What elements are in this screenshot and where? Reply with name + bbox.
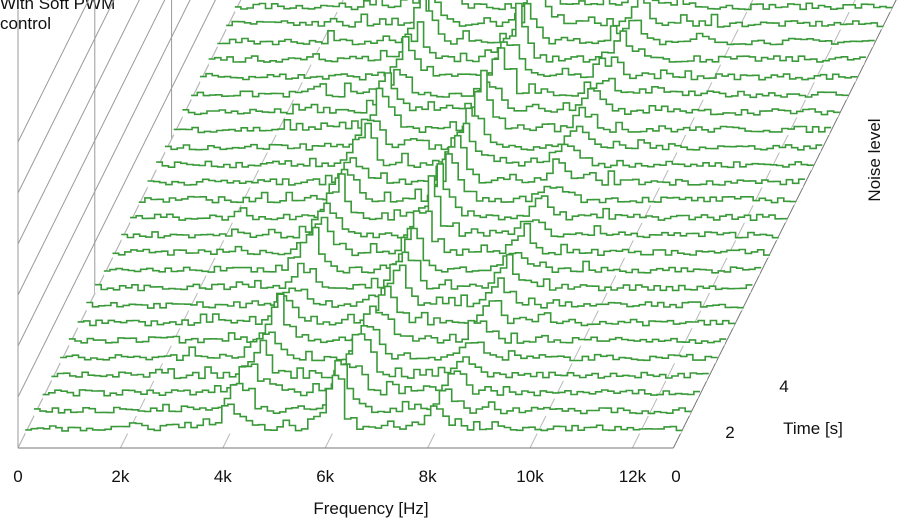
spectrum-slice-line xyxy=(164,107,823,151)
spectrum-slice-line xyxy=(77,285,735,327)
x-tick-label: 8k xyxy=(419,467,437,486)
slice-mask xyxy=(208,3,867,65)
spectrum-slice-line xyxy=(226,0,884,28)
slice-mask xyxy=(77,286,736,329)
slice-mask xyxy=(217,0,875,48)
slice-mask xyxy=(156,123,814,171)
spectrum-slice-line xyxy=(208,2,866,63)
slice-mask xyxy=(234,0,893,12)
spectrum-slice-line xyxy=(147,134,805,186)
side-wall-level-line xyxy=(17,0,115,194)
spectrum-slice-line xyxy=(68,293,727,345)
spectrum-slice-line xyxy=(191,47,849,99)
spectrum-slice-line xyxy=(112,210,770,257)
spectrum-slice-line xyxy=(138,153,797,204)
slice-mask xyxy=(173,70,832,135)
spectrum-slice-line xyxy=(42,363,700,397)
spectrum-slice-line xyxy=(51,333,709,380)
spectrum-slices xyxy=(25,0,893,434)
spectrum-slice-line xyxy=(182,72,840,116)
spectrum-slice-line xyxy=(95,251,753,292)
spectrum-slice-line xyxy=(121,175,779,239)
slice-mask xyxy=(147,135,805,188)
spectrum-slice-line xyxy=(156,122,814,169)
x-tick-label: 0 xyxy=(13,467,22,486)
y-tick-label: 4 xyxy=(779,377,788,396)
x-axis-title: Frequency [Hz] xyxy=(313,499,428,518)
x-tick-label: 12k xyxy=(619,467,647,486)
y-tick-label: 2 xyxy=(725,423,734,442)
spectrum-slice-line xyxy=(60,324,718,362)
spectrum-slice-line xyxy=(103,226,762,274)
slice-mask xyxy=(121,175,779,241)
floor-gridline xyxy=(17,0,242,449)
side-wall-level-line xyxy=(17,0,90,143)
y-tick-label: 0 xyxy=(671,467,680,486)
spectrum-slice-line xyxy=(33,359,692,415)
slice-mask xyxy=(164,108,823,153)
x-tick-label: 10k xyxy=(516,467,544,486)
floor-edge xyxy=(672,0,897,449)
slice-mask xyxy=(226,0,884,30)
slice-mask xyxy=(68,294,727,346)
x-tick-label: 4k xyxy=(214,467,232,486)
y-axis-title: Time [s] xyxy=(783,419,843,438)
spectrum-slice-line xyxy=(25,374,683,432)
floor-gridline xyxy=(631,0,856,449)
side-wall-level-line xyxy=(17,0,166,296)
slice-mask xyxy=(25,375,683,434)
spectrum-slice-line xyxy=(130,163,788,221)
side-wall-level-line xyxy=(17,0,216,398)
side-wall-level-line xyxy=(17,0,140,245)
spectrum-slice-line xyxy=(173,69,832,134)
x-tick-label: 6k xyxy=(316,467,334,486)
spectrum-slice-line xyxy=(199,35,858,81)
slice-mask xyxy=(86,265,744,311)
spectrum-slice-line xyxy=(234,0,893,11)
slice-mask xyxy=(60,325,718,364)
x-tick-label: 2k xyxy=(111,467,129,486)
slice-mask xyxy=(95,252,753,294)
axis-labels: Frequency [Hz] Time [s] Noise level 0 2k 4… xyxy=(13,118,884,518)
slice-mask xyxy=(42,364,701,399)
spectrum-slice-line xyxy=(217,0,875,46)
slice-mask xyxy=(138,153,797,206)
slice-mask xyxy=(112,211,770,258)
spectrum-slice-line xyxy=(86,264,744,309)
slice-mask xyxy=(51,334,709,381)
side-wall-level-line xyxy=(17,0,191,347)
z-axis-title: Noise level xyxy=(865,118,884,201)
